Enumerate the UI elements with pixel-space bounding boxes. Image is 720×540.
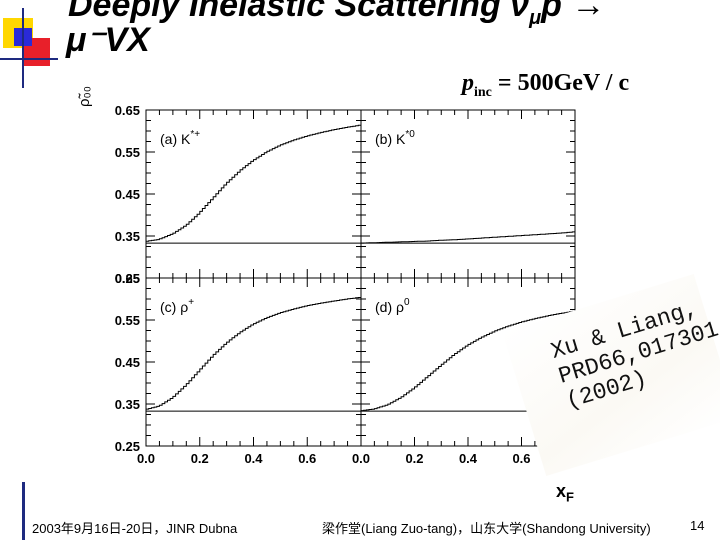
panel-label-superscript: + [188,297,194,308]
series-line-4 [361,310,575,412]
x-tick-label: 0.6 [298,451,316,466]
x-tick-label: 0.0 [352,451,370,466]
y-tick-label: 0.55 [115,145,140,160]
series-line-1 [146,124,361,242]
footer-date-venue: 2003年9月16日-20日，JINR Dubna [32,521,238,536]
x-tick-label: 0.0 [137,451,155,466]
panel-label-superscript: 0 [404,297,410,308]
panel-label-1: (a) K*+ [160,129,200,147]
footer-author: 梁作堂(Liang Zuo-tang)，山东大学(Shandong Univer… [322,521,651,536]
page-number: 14 [690,518,705,533]
deco-footer-vertical-line [22,482,25,540]
series-line-2 [361,231,575,244]
y-tick-label: 0.65 [115,103,140,118]
y-tick-label: 0.45 [115,355,140,370]
panel-label-4: (d) ρ0 [375,297,410,315]
x-tick-label: 0.2 [405,451,423,466]
series-line-3 [146,297,361,410]
y-tick-label: 0.25 [115,271,140,286]
panel-label-2: (b) K*0 [375,129,415,147]
y-tick-label: 0.65 [115,271,140,286]
deco-horizontal-line [0,58,58,60]
x-axis-label: xF [556,481,574,505]
y-tick-label: 0.35 [115,229,140,244]
x-tick-label: 0.4 [244,451,263,466]
deco-vertical-line [22,8,24,88]
x-tick-label: 0.4 [459,451,478,466]
slide-title-line1: Deeply Inelastic Scattering νμp → [68,0,606,29]
panel-label-superscript: *0 [405,129,415,140]
momentum-annotation: pinc = 500GeV / c [462,70,630,100]
x-tick-label: 0.2 [191,451,209,466]
slide-title-line2: μ⁻VX [66,21,150,59]
panel-label-3: (c) ρ+ [160,297,194,315]
x-tick-label: 0.6 [512,451,530,466]
y-tick-label: 0.25 [115,439,140,454]
y-tick-label: 0.45 [115,187,140,202]
y-tick-label: 0.35 [115,397,140,412]
panel-label-superscript: *+ [190,129,200,140]
y-tick-label: 0.55 [115,313,140,328]
